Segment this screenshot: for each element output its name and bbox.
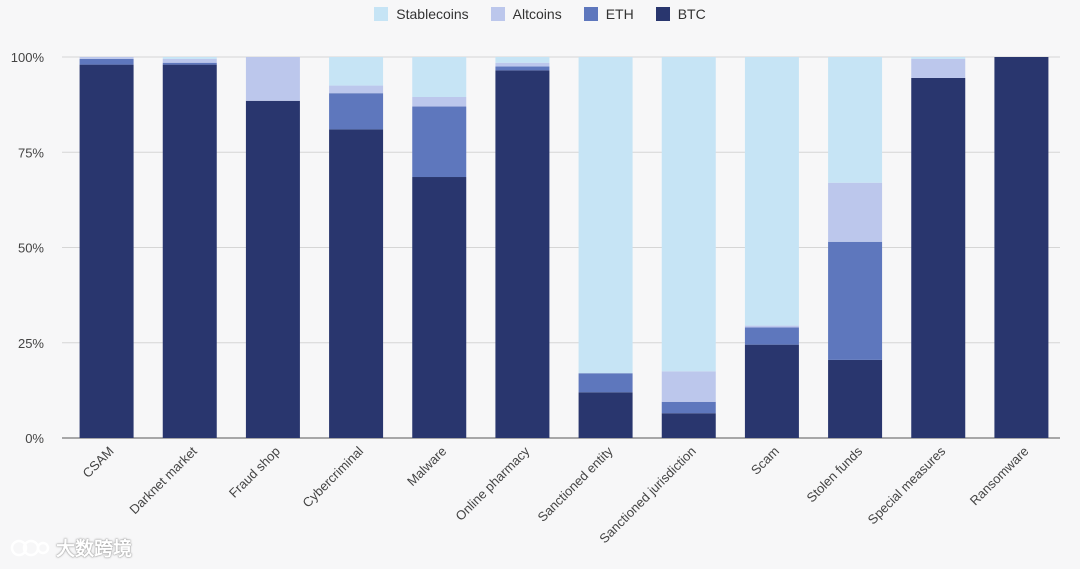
x-tick-label: Darknet market [126, 443, 200, 517]
legend-label: Altcoins [512, 6, 562, 22]
x-tick-label: Malware [404, 444, 449, 489]
legend-label: ETH [605, 6, 634, 22]
x-tick-label: Online pharmacy [452, 443, 532, 523]
legend-swatch [490, 7, 505, 21]
chart-legend: Stablecoins Altcoins ETH BTC [0, 6, 1080, 22]
bar-segment [994, 57, 1049, 438]
x-tick-label: Sanctioned jurisdiction [596, 444, 699, 547]
bar-segment [162, 57, 217, 59]
legend-swatch [374, 7, 389, 21]
bar-segment [828, 57, 883, 183]
y-tick-label: 50% [18, 241, 44, 256]
bar-segment [911, 58, 966, 78]
bar-segment [578, 392, 633, 438]
bar-segment [412, 177, 467, 438]
x-tick-label: Stolen funds [803, 443, 865, 505]
bar-segment [661, 401, 716, 414]
legend-swatch [655, 7, 670, 21]
bar-segment [162, 62, 217, 65]
x-tick-label: Sanctioned entity [535, 443, 616, 524]
bar-segment [744, 57, 799, 326]
bar-segment [79, 64, 134, 439]
bar-segment [661, 413, 716, 438]
bar-segment [329, 85, 384, 94]
bar-segment [744, 344, 799, 438]
bar-segment [495, 66, 550, 71]
x-tick-label: Special measures [865, 443, 949, 527]
bar-segment [828, 182, 883, 242]
x-tick-label: Fraud shop [226, 444, 283, 501]
bar-segment [911, 77, 966, 438]
bar-segment [329, 57, 384, 86]
legend-label: BTC [677, 6, 706, 22]
bar-segment [245, 57, 300, 101]
bar-segment [495, 57, 550, 63]
bar-segment [744, 327, 799, 345]
legend-swatch [583, 7, 598, 21]
bar-segment [495, 70, 550, 439]
bar-segment [162, 58, 217, 63]
watermark: 大数跨境 [10, 534, 132, 561]
x-tick-label: Cybercriminal [299, 443, 366, 510]
bar-segment [412, 57, 467, 98]
x-tick-label: CSAM [80, 444, 117, 481]
bar-segment [412, 97, 467, 107]
y-tick-label: 100% [11, 50, 45, 65]
bar-segment [412, 106, 467, 178]
bar-segment [661, 57, 716, 372]
legend-label: Stablecoins [396, 6, 469, 22]
bar-segment [79, 58, 134, 65]
bar-segment [162, 64, 217, 439]
bar-segment [329, 93, 384, 130]
watermark-text: 大数跨境 [56, 539, 133, 560]
bar-segment [911, 57, 966, 59]
x-tick-label: Scam [748, 444, 782, 478]
bar-segment [495, 62, 550, 67]
x-tick-label: Ransomware [967, 444, 1032, 509]
bar-segment [245, 100, 300, 438]
watermark-logo-icon [10, 539, 50, 556]
y-tick-label: 25% [18, 336, 44, 351]
legend-item: Altcoins [490, 6, 562, 22]
y-tick-label: 0% [25, 431, 44, 446]
legend-item: ETH [583, 6, 634, 22]
bar-segment [744, 325, 799, 328]
legend-item: Stablecoins [374, 6, 469, 22]
bar-segment [79, 57, 134, 59]
bar-segment [329, 129, 384, 438]
bar-segment [828, 241, 883, 360]
bar-segment [828, 359, 883, 438]
bar-segment [578, 373, 633, 393]
legend-item: BTC [655, 6, 706, 22]
bar-segment [661, 371, 716, 402]
y-tick-label: 75% [18, 145, 44, 160]
bar-segment [578, 57, 633, 374]
